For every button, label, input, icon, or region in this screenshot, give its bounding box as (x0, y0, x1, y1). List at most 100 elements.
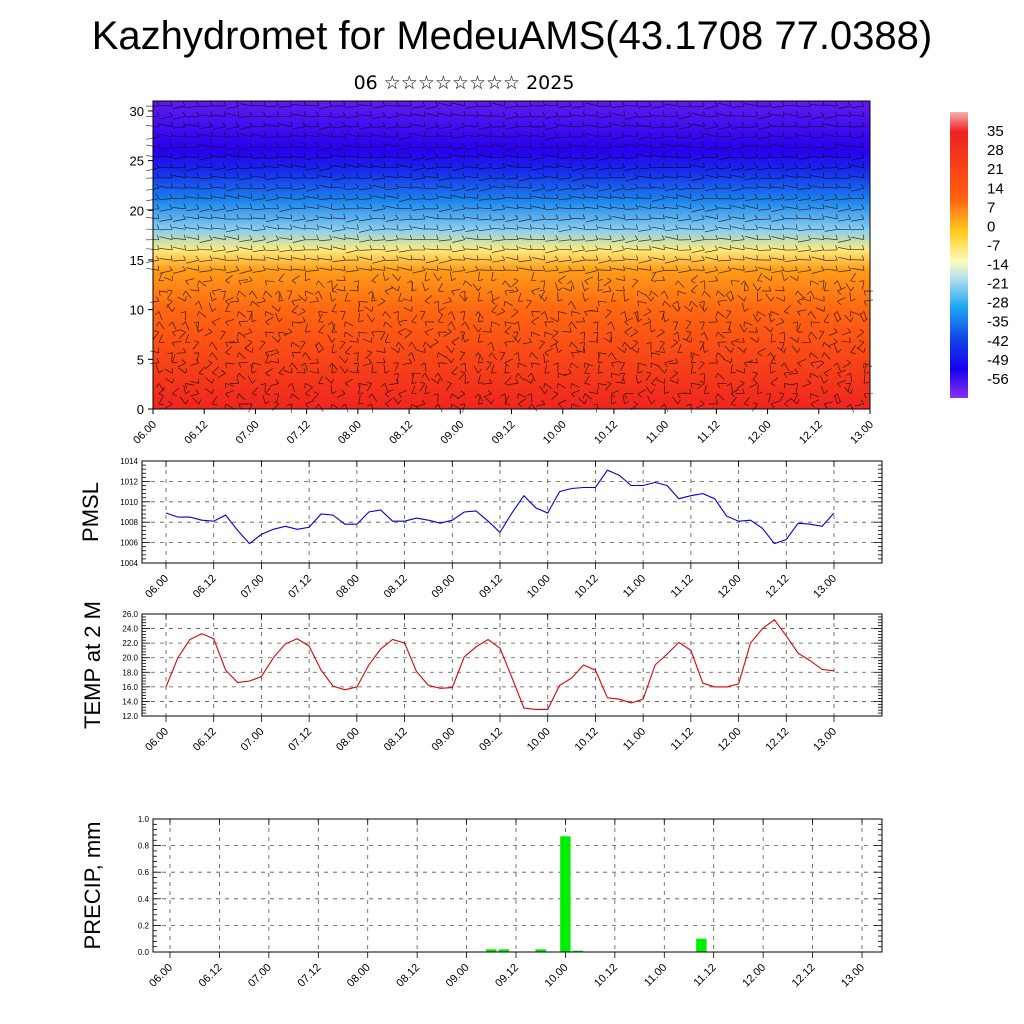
y-tick-label: 20 (130, 203, 144, 218)
x-tick-label: 06.12 (191, 726, 219, 754)
x-tick-label: 08.00 (336, 419, 364, 447)
x-tick-label: 06.12 (182, 419, 210, 447)
x-tick-label: 09.12 (477, 573, 505, 601)
x-tick-label: 10.12 (592, 962, 620, 990)
x-tick-label: 09.12 (493, 962, 521, 990)
x-tick-label: 13.00 (839, 962, 867, 990)
x-tick-label: 06.00 (143, 726, 171, 754)
chart-subtitle: 06 ☆☆☆☆☆☆☆☆ 2025 (353, 72, 575, 94)
x-tick-label: 13.00 (811, 726, 839, 754)
x-tick-label: 10.12 (573, 726, 601, 754)
y-tick-label: 0.4 (138, 895, 150, 904)
x-tick-label: 11.00 (642, 962, 669, 989)
y-tick-label: 1010 (120, 498, 138, 507)
precip-bar (560, 836, 571, 952)
x-tick-label: 11.00 (621, 726, 648, 753)
series-line (165, 469, 835, 545)
y-axis-title: TEMP at 2 M (80, 601, 105, 729)
colorbar-label: 7 (987, 199, 995, 216)
panel-frame (141, 613, 883, 717)
x-tick-label: 12.00 (746, 419, 774, 447)
colorbar-label: -21 (987, 276, 1009, 293)
x-tick-label: 07.00 (234, 419, 262, 447)
colorbar-label: 21 (987, 161, 1004, 178)
x-tick-label: 08.12 (382, 573, 410, 601)
x-tick-label: 12.00 (716, 726, 744, 754)
x-tick-label: 08.00 (334, 726, 362, 754)
colorbar-label: -7 (987, 237, 1000, 254)
colorbar-label: -28 (987, 295, 1009, 312)
x-tick-label: 11.00 (644, 419, 671, 446)
colorbar-label: -42 (987, 333, 1009, 350)
x-tick-label: 07.12 (286, 573, 314, 601)
pmsl-panel: 1004 1006 1008 1010 1012 1014 06.00 06.12 07.00 0… (78, 457, 883, 601)
x-tick-label: 07.00 (239, 726, 267, 754)
colorbar-label: -35 (987, 314, 1009, 331)
x-tick-label: 09.00 (444, 962, 472, 990)
x-tick-label: 13.00 (811, 573, 839, 601)
precip-bar (498, 949, 509, 952)
y-tick-label: 1.0 (138, 815, 150, 824)
colorbar: 35 28 21 14 7 0 -7 -14 -21 -28 -35 -42 -49 -56 (950, 112, 1009, 398)
x-tick-label: 08.12 (382, 726, 410, 754)
x-tick-label: 10.12 (573, 573, 601, 601)
y-tick-label: 20.0 (122, 654, 138, 663)
chart-title: Kazhydromet for MedeuAMS(43.1708 77.0388… (91, 14, 933, 58)
x-tick-label: 09.00 (429, 726, 457, 754)
y-tick-label: 1006 (120, 539, 138, 548)
x-tick-label: 12.12 (797, 419, 825, 447)
precip-bar (696, 938, 707, 952)
x-tick-label: 11.12 (695, 419, 722, 446)
colorbar-label: -14 (987, 257, 1009, 274)
precip-bar (535, 949, 546, 952)
y-tick-label: 30 (130, 104, 144, 119)
x-tick-label: 13.00 (848, 419, 876, 447)
y-tick-label: 0.2 (138, 921, 150, 930)
colorbar-label: 0 (987, 218, 995, 235)
x-tick-label: 07.00 (246, 962, 274, 990)
x-tick-label: 12.00 (740, 962, 768, 990)
x-tick-label: 07.12 (295, 962, 323, 990)
y-tick-label: 15 (130, 253, 144, 268)
temp-panel: 12.0 14.0 16.0 18.0 20.0 22.0 24.0 26.0 06.00 06.… (80, 601, 883, 754)
y-tick-label: 1008 (120, 518, 138, 527)
colorbar-bar (950, 112, 968, 398)
y-tick-label: 0.0 (138, 948, 150, 957)
x-tick-label: 11.00 (621, 573, 648, 600)
y-tick-label: 0.8 (138, 842, 150, 851)
y-tick-label: 25 (130, 154, 144, 169)
x-tick-label: 06.00 (147, 962, 175, 990)
y-axis-title: PRECIP, mm (80, 822, 105, 950)
cross-section-panel: 0 5 10 15 20 25 30 06.00 06.12 07.00 07.12 08.00 08.… (130, 100, 876, 447)
x-tick-label: 09.12 (490, 419, 518, 447)
x-tick-label: 08.00 (345, 962, 373, 990)
y-tick-label: 5 (137, 352, 144, 367)
x-tick-label: 06.12 (197, 962, 225, 990)
colorbar-label: -56 (987, 371, 1009, 388)
x-tick-label: 10.00 (541, 419, 569, 447)
x-tick-label: 11.12 (669, 726, 696, 753)
y-tick-label: 24.0 (122, 625, 138, 634)
wind-barbs (145, 100, 874, 414)
x-tick-label: 12.00 (716, 573, 744, 601)
x-tick-label: 07.12 (285, 419, 313, 447)
x-tick-label: 11.12 (669, 573, 696, 600)
y-axis-title: PMSL (78, 482, 103, 542)
x-tick-label: 12.12 (763, 726, 791, 754)
colorbar-label: 35 (987, 123, 1004, 140)
y-tick-label: 10 (130, 303, 144, 318)
precip-panel: 0.0 0.2 0.4 0.6 0.8 1.0 06.00 06.12 07.00 07.12 08… (80, 815, 883, 990)
y-tick-label: 0.6 (138, 868, 150, 877)
x-tick-label: 07.00 (239, 573, 267, 601)
panel-frame (152, 818, 883, 953)
x-tick-label: 08.12 (394, 962, 422, 990)
x-tick-label: 09.00 (429, 573, 457, 601)
x-tick-label: 08.12 (387, 419, 415, 447)
x-tick-label: 11.12 (691, 962, 718, 989)
y-tick-label: 18.0 (122, 668, 138, 677)
cross-section-field (153, 101, 870, 409)
precip-bar (572, 950, 583, 952)
x-tick-label: 06.00 (131, 419, 159, 447)
colorbar-label: -49 (987, 352, 1009, 369)
